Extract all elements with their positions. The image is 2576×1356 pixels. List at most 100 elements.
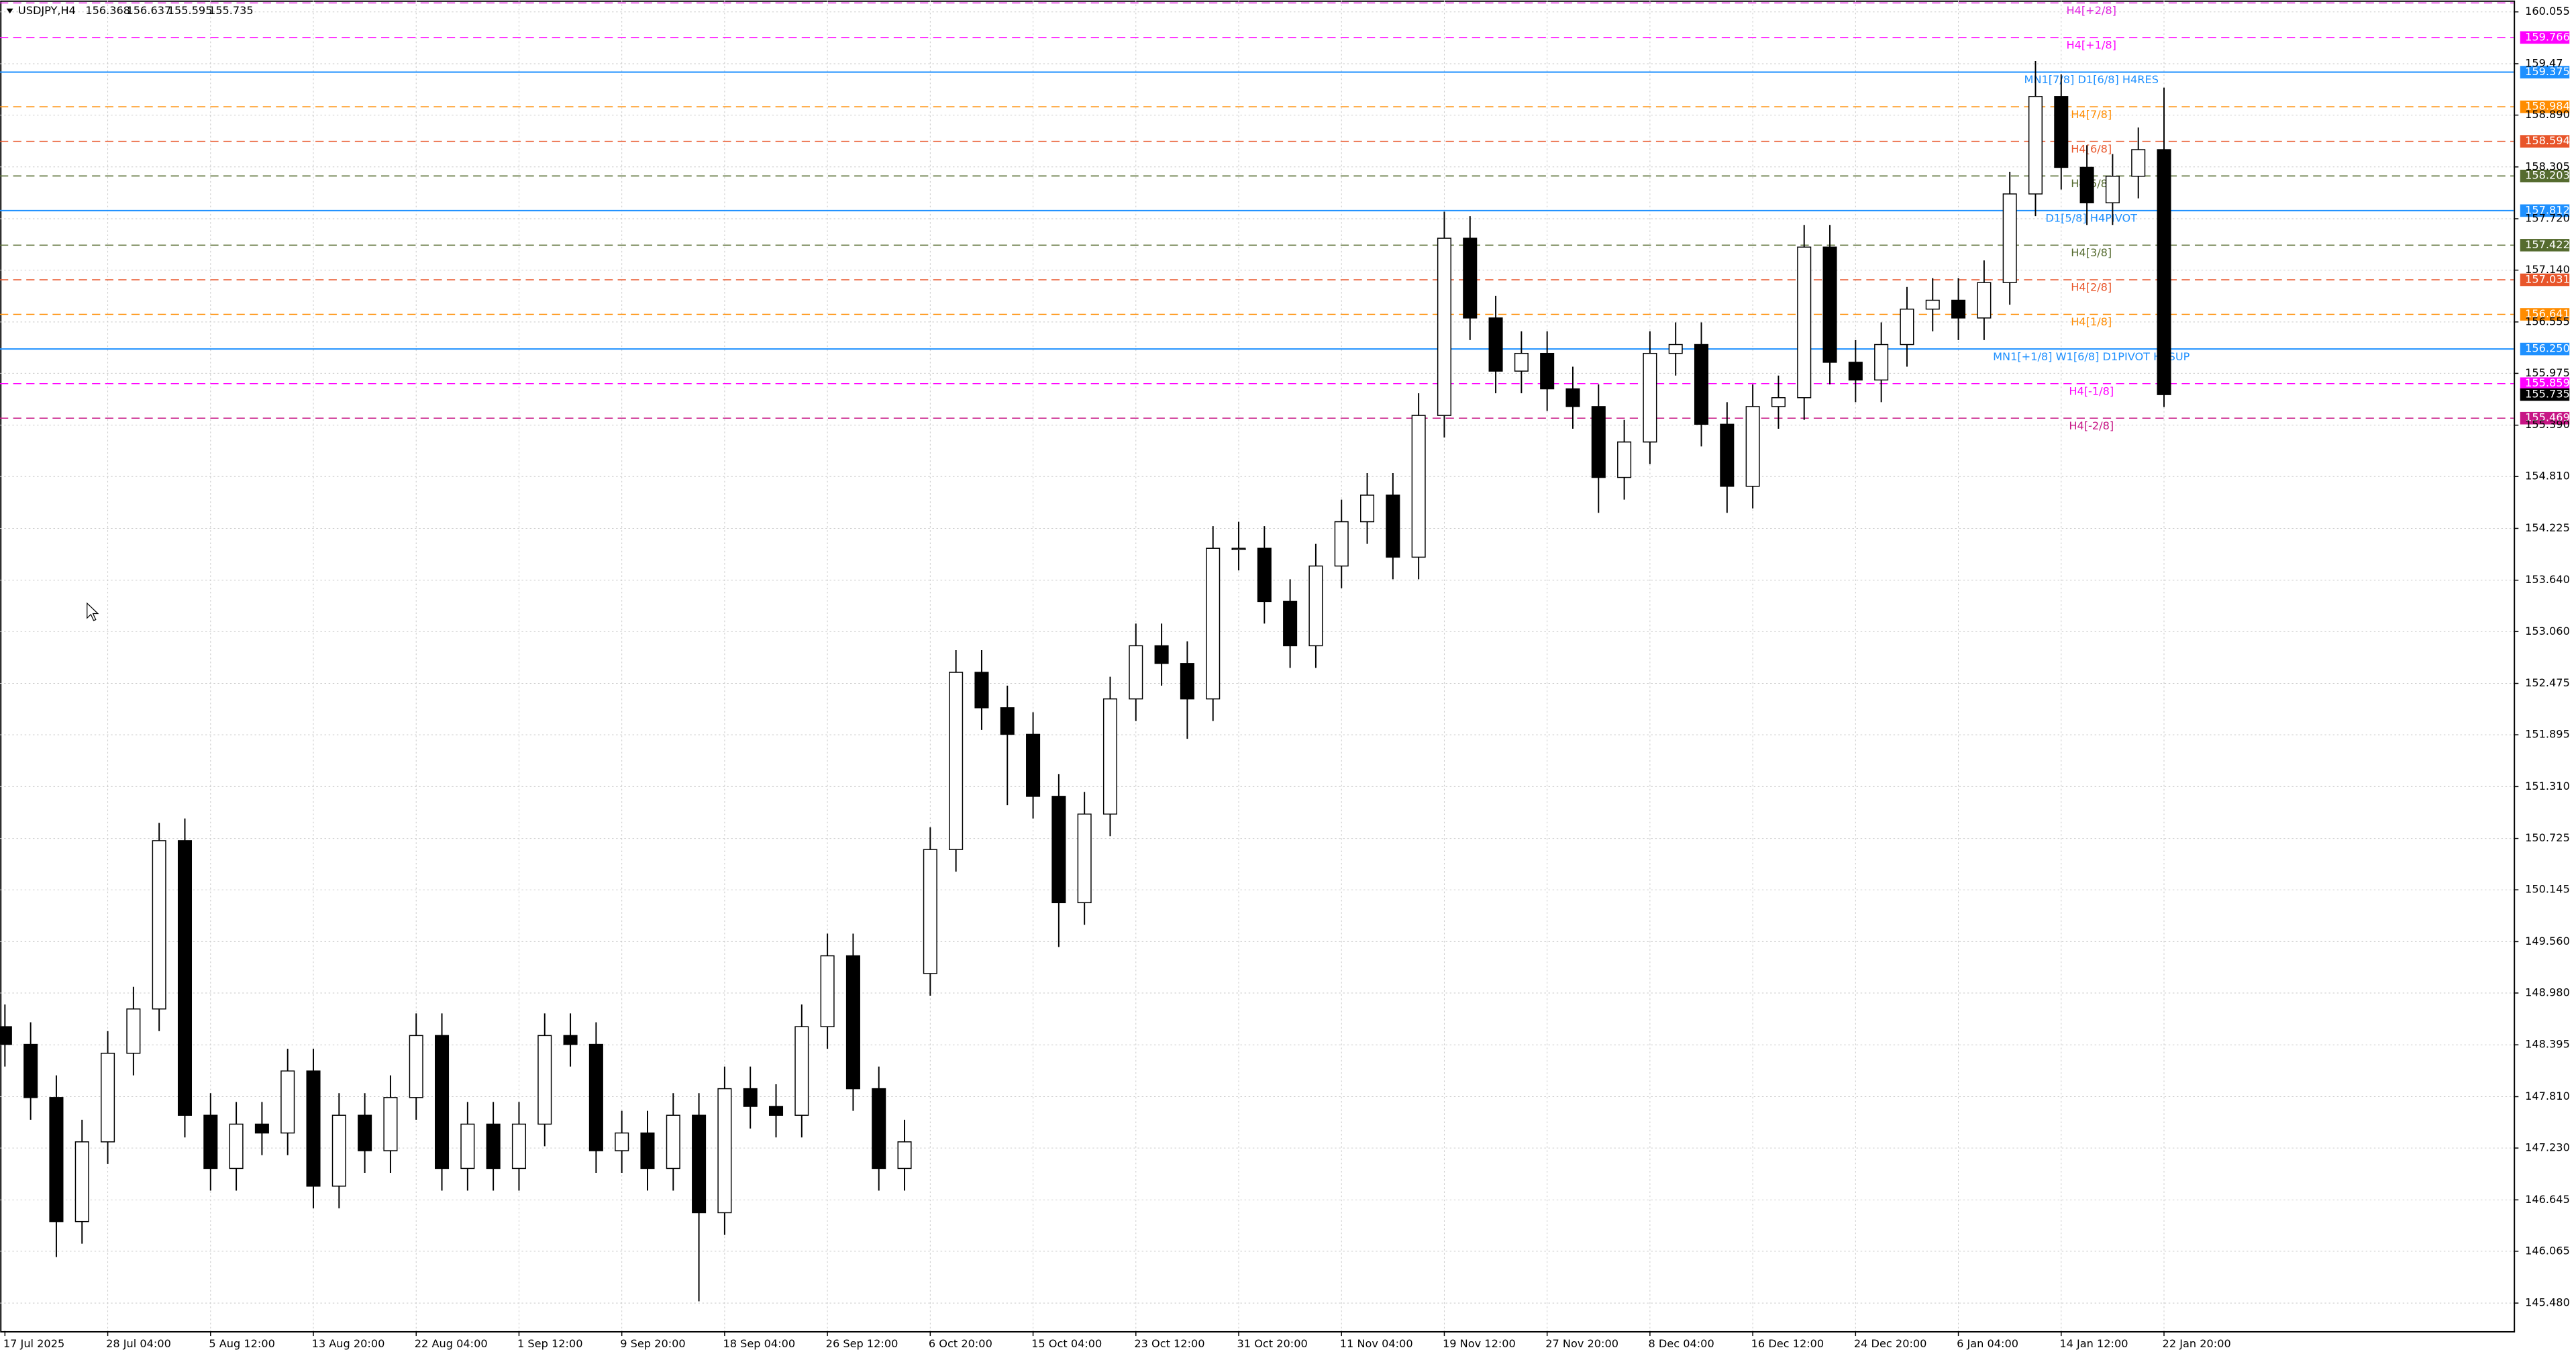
y-tick-label: 147.810 — [2525, 1090, 2570, 1102]
candle-body — [845, 955, 860, 1090]
y-tick-label: 153.640 — [2525, 573, 2570, 586]
candle-body — [1051, 796, 1066, 904]
price-tag-label: 155.859 — [2525, 376, 2570, 389]
header-value: 155.735 — [209, 4, 254, 17]
symbol-title: USDJPY,H4 — [18, 4, 76, 17]
x-tick-label: 6 Jan 04:00 — [1957, 1337, 2018, 1350]
x-tick-label: 31 Oct 20:00 — [1237, 1337, 1308, 1350]
candle-body — [794, 1026, 809, 1116]
candle-body — [872, 1088, 886, 1169]
y-tick-label: 146.065 — [2525, 1244, 2570, 1257]
level-label: H4[-2/8] — [2069, 419, 2114, 432]
candle-body — [1745, 406, 1760, 487]
price-tag — [2520, 66, 2570, 79]
x-tick-label: 19 Nov 12:00 — [1443, 1337, 1516, 1350]
candle-body — [563, 1035, 578, 1045]
y-tick-label: 160.055 — [2525, 5, 2570, 17]
price-tag — [2520, 135, 2570, 148]
level-label: MN1[+1/8] W1[6/8] D1PIVOT H4SUP — [1993, 350, 2190, 363]
candle-body — [2028, 96, 2043, 195]
mouse-cursor — [87, 602, 99, 621]
x-tick-label: 24 Dec 20:00 — [1854, 1337, 1927, 1350]
candle-body — [126, 1008, 141, 1054]
price-tag-label: 156.641 — [2525, 307, 2570, 320]
candle-body — [1694, 344, 1709, 425]
candle-body — [1283, 601, 1298, 647]
price-tag — [2520, 308, 2570, 321]
y-tick-label: 152.475 — [2525, 676, 2570, 689]
x-tick-label: 14 Jan 12:00 — [2059, 1337, 2128, 1350]
candle-body — [692, 1114, 707, 1214]
price-tag — [2520, 100, 2570, 113]
candle-body — [409, 1035, 423, 1098]
candle-body — [1925, 299, 1940, 310]
price-tag-label: 158.203 — [2525, 169, 2570, 182]
candle-body — [280, 1070, 295, 1134]
y-tick-label: 155.390 — [2525, 418, 2570, 431]
candle-body — [358, 1114, 372, 1151]
level-label: H4[+2/8] — [2066, 4, 2116, 17]
header-value: 156.637 — [127, 4, 172, 17]
price-tag-label: 157.422 — [2525, 238, 2570, 251]
axes: 160.055 159.47 158.890 158.305 157.720 157.14… — [3, 5, 2570, 1350]
candles — [0, 61, 2171, 1302]
x-tick-label: 1 Sep 12:00 — [517, 1337, 582, 1350]
candle-body — [1668, 344, 1683, 354]
level-label: H4[+1/8] — [2066, 39, 2116, 52]
candle-body — [537, 1035, 552, 1125]
candle-body — [23, 1043, 38, 1098]
price-tag-label: 157.031 — [2525, 272, 2570, 285]
candle-body — [2131, 149, 2146, 177]
candle-body — [640, 1132, 655, 1169]
candle-body — [717, 1088, 732, 1214]
candle-body — [2054, 96, 2069, 168]
candle-body — [1848, 362, 1863, 381]
candle-body — [1334, 521, 1349, 567]
price-tag — [2520, 239, 2570, 252]
price-tag — [2520, 411, 2570, 425]
x-tick-label: 28 Jul 04:00 — [106, 1337, 171, 1350]
level-label: H4[2/8] — [2071, 281, 2112, 294]
header-value: 156.368 — [85, 4, 130, 17]
candle-body — [460, 1123, 475, 1169]
y-tick-label: 153.060 — [2525, 625, 2570, 637]
candle-body — [203, 1114, 218, 1169]
symbol-menu-arrow[interactable] — [6, 8, 13, 14]
y-tick-label: 146.645 — [2525, 1193, 2570, 1206]
candle-body — [768, 1106, 784, 1116]
level-label: H4[1/8] — [2071, 315, 2112, 328]
y-tick-label: 158.890 — [2525, 108, 2570, 121]
level-label: H4[-1/8] — [2069, 384, 2114, 397]
x-tick-label: 22 Jan 20:00 — [2163, 1337, 2231, 1350]
candle-body — [949, 672, 964, 850]
price-tag-label: 158.594 — [2525, 134, 2570, 147]
candle-body — [1797, 246, 1812, 399]
x-tick-label: 22 Aug 04:00 — [415, 1337, 488, 1350]
candle-body — [1077, 813, 1092, 904]
candle-body — [0, 1026, 12, 1045]
y-tick-label: 150.725 — [2525, 831, 2570, 844]
candle-body — [615, 1132, 629, 1151]
candle-body — [1951, 299, 1966, 319]
last-price-tag — [2520, 388, 2570, 401]
price-tag-label: 159.766 — [2525, 30, 2570, 43]
candle-body — [1900, 308, 1914, 346]
x-tick-label: 11 Nov 04:00 — [1340, 1337, 1413, 1350]
candle-body — [1565, 388, 1580, 407]
last-price-label: 155.735 — [2525, 388, 2570, 401]
price-tag — [2520, 342, 2570, 356]
price-tag — [2520, 204, 2570, 217]
y-tick-label: 157.720 — [2525, 212, 2570, 225]
candle-body — [1231, 547, 1246, 550]
candle-body — [74, 1141, 89, 1222]
plot-frame — [0, 0, 2516, 1333]
y-tick-label: 154.810 — [2525, 470, 2570, 482]
x-tick-label: 27 Nov 20:00 — [1545, 1337, 1618, 1350]
x-tick-label: 13 Aug 20:00 — [312, 1337, 385, 1350]
y-tick-label: 158.305 — [2525, 160, 2570, 172]
price-tag-label: 155.469 — [2525, 411, 2570, 424]
candle-body — [383, 1097, 398, 1151]
candle-body — [254, 1123, 269, 1134]
y-tick-label: 150.145 — [2525, 883, 2570, 896]
